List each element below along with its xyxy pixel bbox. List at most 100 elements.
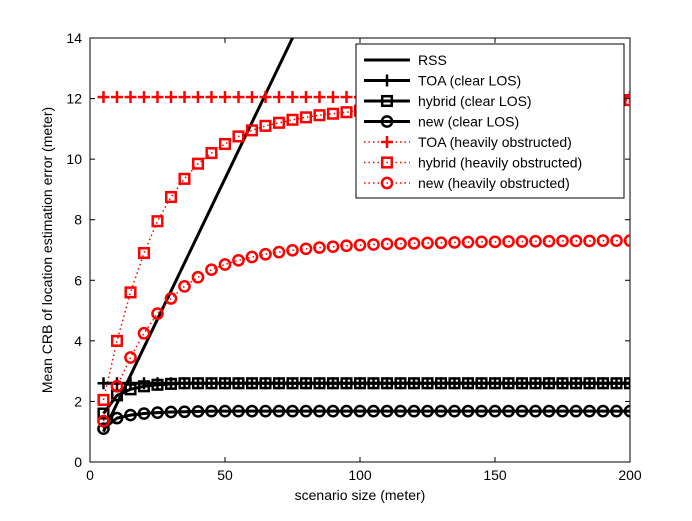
series-point — [515, 377, 529, 390]
series-point — [124, 383, 137, 396]
series-point — [205, 377, 218, 390]
legend-label: hybrid (clear LOS) — [418, 93, 532, 109]
series-point — [178, 279, 191, 293]
x-tick-label: 0 — [86, 467, 94, 483]
series-point — [421, 377, 434, 390]
y-tick-label: 0 — [74, 454, 82, 470]
series-point — [488, 377, 502, 390]
series-point — [529, 234, 542, 248]
series-point — [502, 404, 515, 418]
series-point — [286, 404, 299, 418]
series-point — [515, 235, 529, 248]
series-point — [178, 377, 191, 390]
series-point — [218, 377, 232, 390]
legend-marker — [380, 94, 394, 108]
series-point — [448, 404, 461, 418]
series-point — [137, 326, 151, 340]
series-point — [299, 242, 313, 256]
legend-label: TOA (clear LOS) — [418, 73, 521, 89]
series-point — [488, 235, 502, 249]
y-tick-label: 6 — [74, 272, 82, 288]
series-point — [488, 404, 502, 418]
series-point — [380, 237, 394, 251]
series-point — [569, 377, 583, 390]
series-point — [583, 234, 596, 248]
series-point — [610, 377, 623, 390]
series-point — [97, 422, 110, 436]
series-point — [191, 270, 205, 284]
series-point — [461, 235, 475, 249]
series-point — [569, 234, 583, 248]
series-point — [178, 405, 191, 419]
y-tick-label: 2 — [74, 393, 82, 409]
series-point — [353, 238, 367, 252]
series-point — [124, 286, 137, 299]
series-point — [313, 377, 326, 390]
series-line — [102, 409, 630, 430]
series-point — [299, 377, 313, 390]
series-point — [434, 377, 448, 390]
series-point — [245, 250, 259, 264]
legend-marker — [380, 156, 394, 169]
series-point — [340, 239, 353, 253]
series-point — [556, 234, 569, 248]
series-point — [394, 237, 407, 250]
series-point — [529, 377, 542, 390]
series-point — [353, 404, 367, 418]
series-point — [475, 235, 488, 249]
series-point — [367, 238, 380, 251]
legend-marker — [380, 176, 394, 190]
series-line — [102, 239, 630, 422]
legend-label: new (heavily obstructed) — [418, 175, 570, 191]
series-point — [313, 109, 326, 122]
series-0 — [102, 38, 294, 433]
series-point — [326, 377, 340, 390]
series-point — [137, 246, 151, 260]
series-point — [623, 404, 630, 418]
series-point — [191, 377, 205, 390]
series-point — [326, 240, 340, 254]
y-tick-label: 12 — [66, 91, 82, 107]
series-point — [380, 404, 394, 418]
series-line — [102, 381, 630, 415]
series-point — [205, 404, 218, 418]
x-tick-label: 200 — [618, 467, 642, 483]
series-point — [205, 147, 218, 160]
series-point — [232, 377, 245, 390]
series-point — [151, 378, 164, 391]
series-point — [151, 307, 164, 320]
series-point — [502, 377, 515, 390]
series-point — [340, 106, 353, 119]
series-point — [367, 404, 380, 418]
series-point — [596, 377, 610, 390]
series-point — [380, 377, 394, 390]
series-point — [110, 334, 124, 347]
series-point — [245, 404, 259, 418]
series-point — [151, 215, 164, 228]
series-point — [272, 377, 286, 390]
series-point — [313, 241, 326, 254]
series-point — [313, 404, 326, 418]
x-tick-label: 150 — [483, 467, 507, 483]
series-point — [97, 393, 110, 406]
series-point — [407, 236, 421, 250]
series-point — [259, 119, 272, 132]
series-point — [353, 377, 367, 390]
series-point — [164, 405, 178, 419]
series-point — [218, 258, 232, 271]
x-axis-label: scenario size (meter) — [295, 487, 426, 503]
series-point — [542, 404, 556, 418]
series-point — [326, 404, 340, 418]
series-point — [191, 405, 205, 418]
series-point — [407, 377, 421, 390]
series-point — [272, 245, 286, 259]
series-point — [164, 190, 178, 204]
series-point — [164, 377, 178, 390]
series-point — [461, 404, 475, 418]
series-point — [259, 404, 272, 418]
series-point — [367, 377, 380, 390]
series-3 — [97, 404, 630, 436]
series-point — [272, 404, 286, 418]
y-tick-label: 10 — [66, 151, 82, 167]
series-point — [583, 377, 596, 390]
